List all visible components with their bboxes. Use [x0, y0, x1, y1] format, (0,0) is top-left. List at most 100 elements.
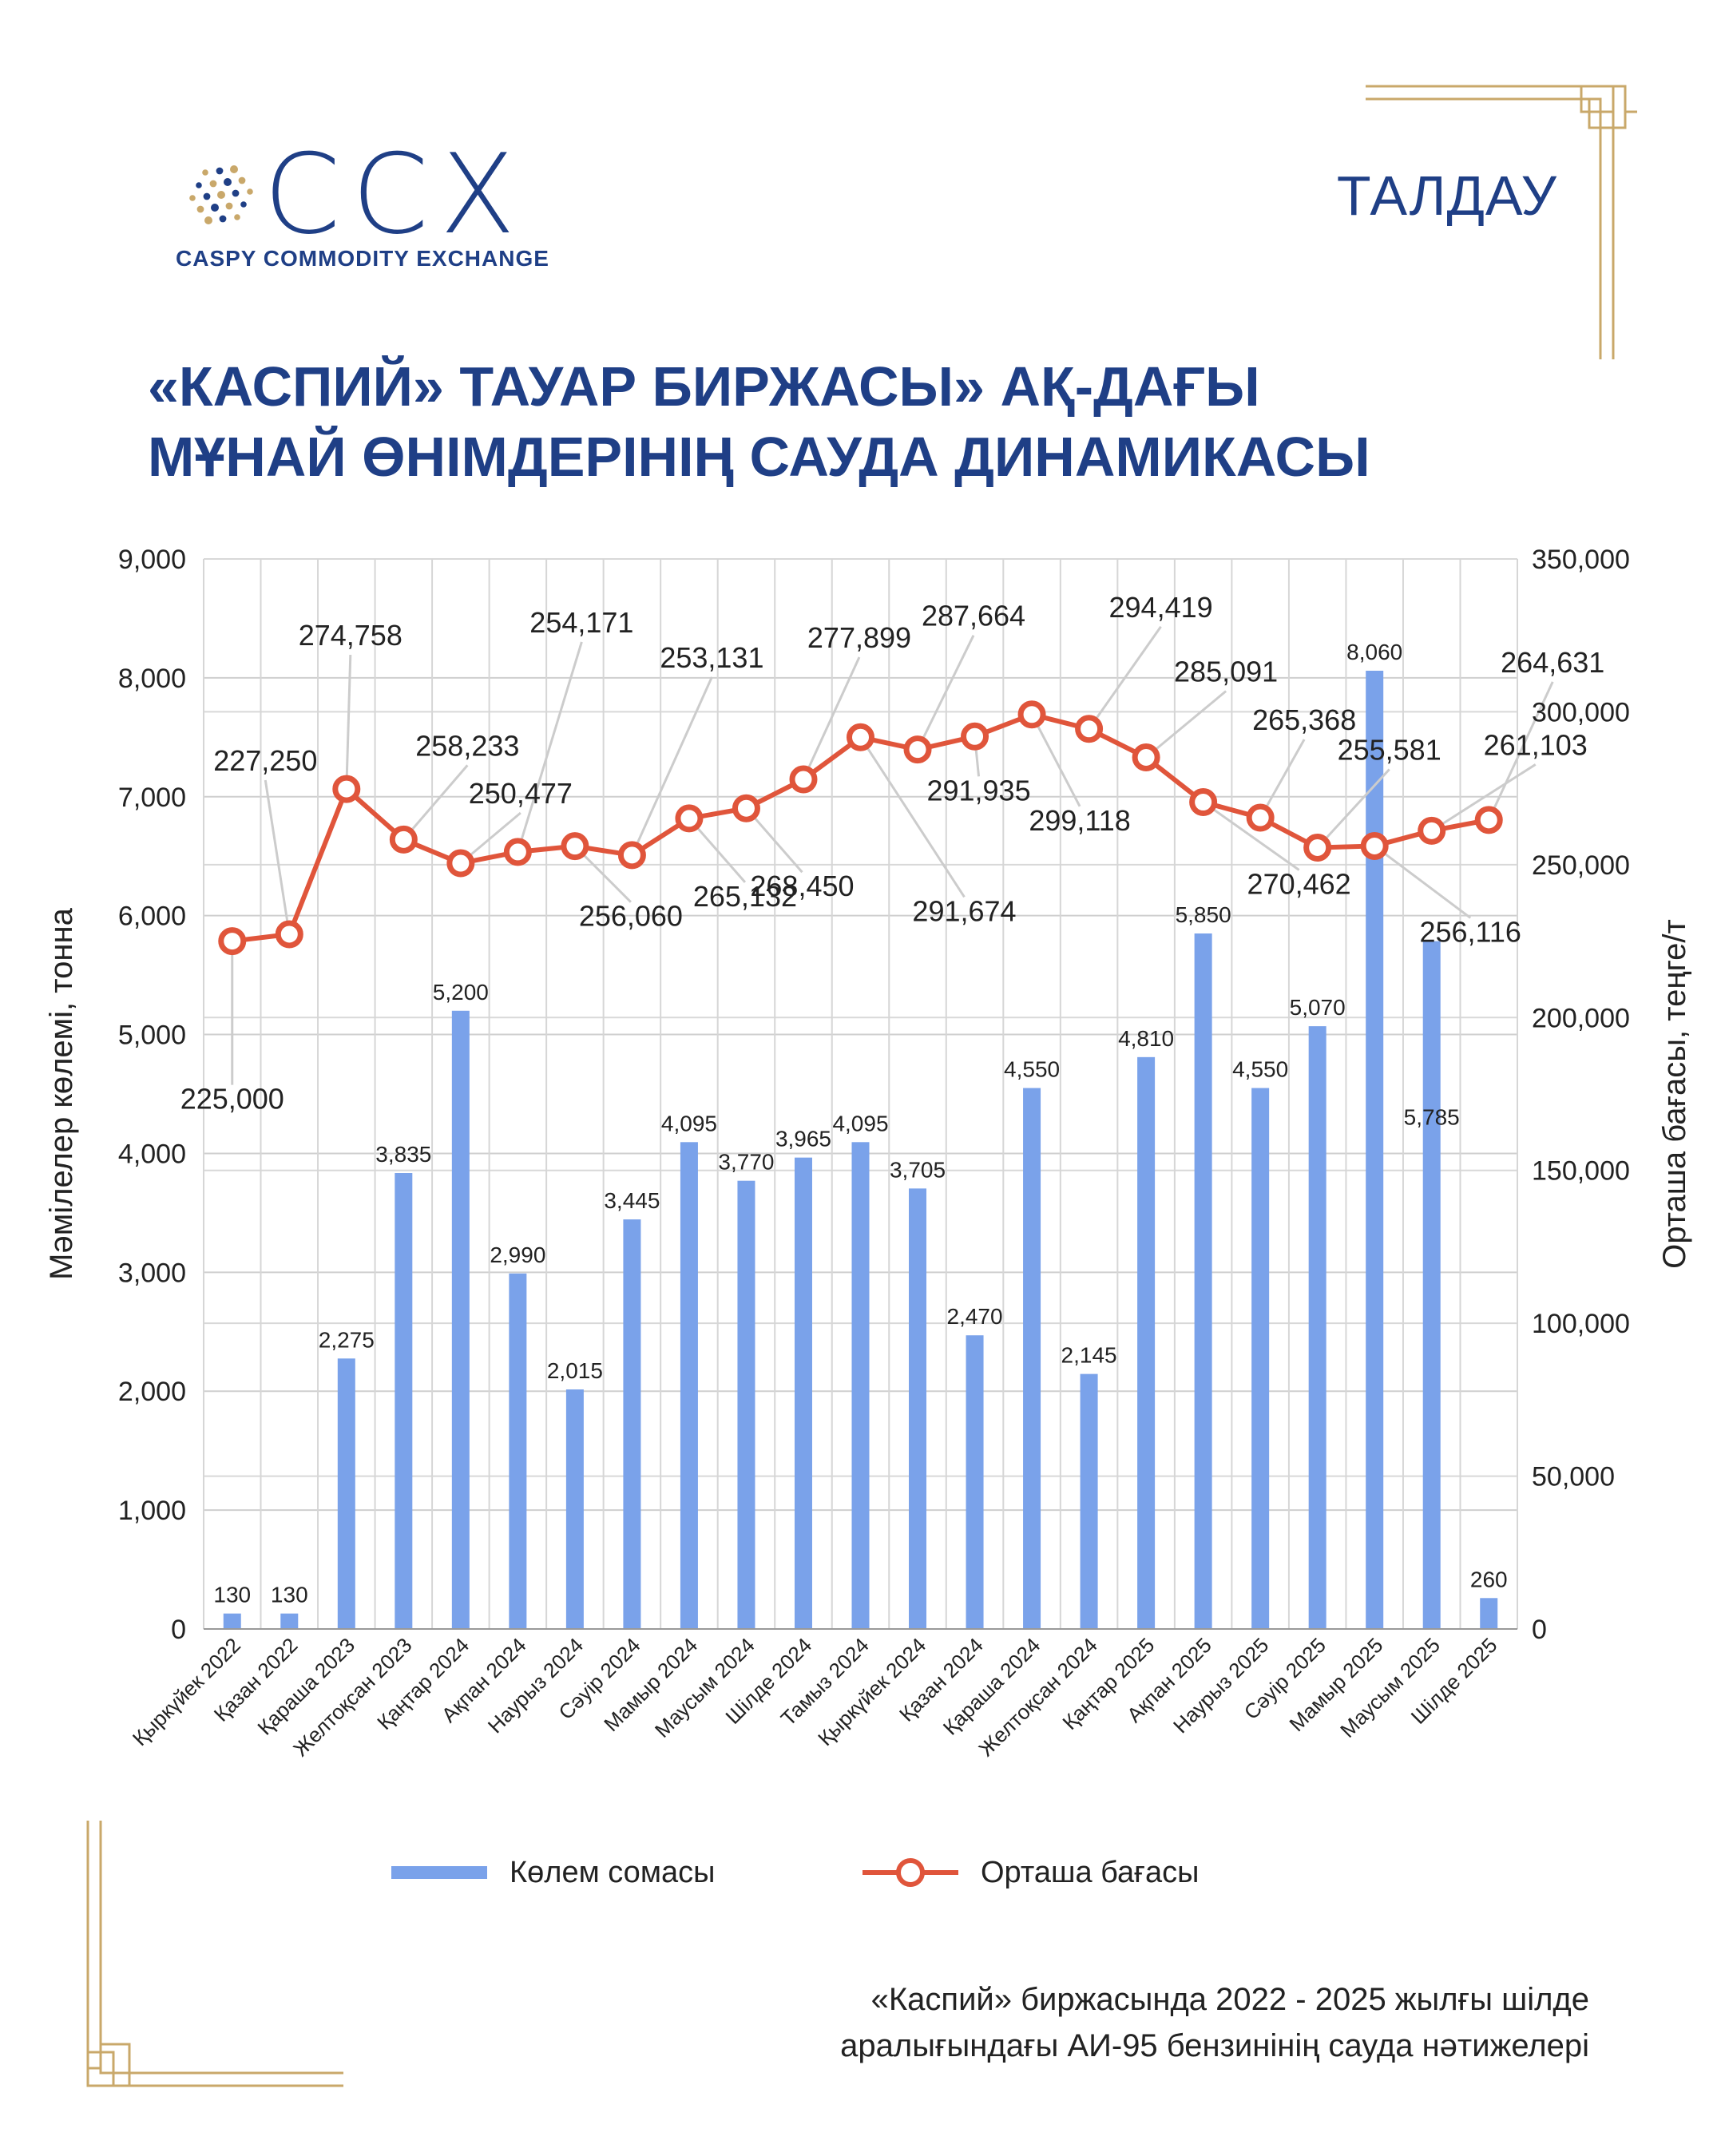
logo-dot: [189, 195, 196, 201]
price-leader: [688, 817, 747, 883]
y-tick-label: 2,000: [118, 1377, 186, 1407]
volume-label: 5,200: [433, 980, 489, 1005]
price-marker: [789, 765, 818, 794]
y-tick-label: 1,000: [118, 1496, 186, 1526]
price-marker: [617, 841, 646, 870]
volume-label: 2,015: [547, 1358, 603, 1383]
price-marker: [1246, 803, 1275, 832]
price-leader: [516, 641, 583, 853]
price-label: 294,419: [1109, 591, 1213, 624]
corner-ornament-bottom-left: [86, 1821, 343, 2087]
price-label: 287,664: [922, 600, 1025, 632]
volume-label: 4,810: [1118, 1026, 1174, 1051]
price-marker: [1189, 788, 1218, 817]
logo-dot: [202, 169, 208, 176]
price-leader: [859, 736, 966, 898]
price-label: 268,450: [750, 870, 854, 902]
price-label: 285,091: [1174, 656, 1278, 688]
volume-label: 3,705: [890, 1157, 946, 1182]
price-label: 265,132: [693, 880, 797, 913]
price-leader: [1145, 690, 1227, 759]
price-leader-lines: [231, 625, 1554, 1085]
y2-tick-label: 0: [1532, 1615, 1547, 1645]
volume-bar: [1137, 1056, 1156, 1629]
price-marker: [675, 804, 704, 833]
volume-label: 3,835: [375, 1142, 431, 1167]
price-leader: [631, 676, 713, 856]
price-label: 299,118: [1029, 804, 1130, 837]
price-marker: [847, 723, 874, 751]
price-marker: [561, 832, 589, 861]
volume-label: 5,785: [1404, 1105, 1460, 1130]
logo-dot: [247, 188, 253, 195]
volume-label: 4,550: [1232, 1057, 1288, 1082]
volume-bar: [395, 1173, 413, 1629]
y-tick-label: 7,000: [118, 783, 186, 813]
y-axis-title: Мәмілелер көлемі, тонна: [44, 907, 79, 1279]
price-marker: [503, 838, 532, 866]
logo-dot: [219, 215, 227, 223]
corner-ornament-top-right: [1366, 85, 1637, 359]
price-marker: [1360, 831, 1389, 860]
y2-tick-label: 250,000: [1532, 850, 1630, 881]
volume-bar: [1023, 1088, 1041, 1629]
volume-bar: [1194, 933, 1212, 1629]
y2-tick-label: 200,000: [1532, 1003, 1630, 1033]
price-leader: [745, 807, 803, 874]
price-marker: [732, 794, 760, 822]
price-leader: [1487, 681, 1554, 821]
volume-bar: [737, 1180, 755, 1629]
footnote: «Каспий» биржасында 2022 - 2025 жылғы ші…: [551, 1976, 1589, 2069]
volume-label: 4,095: [661, 1111, 717, 1135]
volume-bar: [623, 1219, 641, 1629]
y2-tick-label: 150,000: [1532, 1156, 1630, 1187]
volume-bar: [565, 1389, 584, 1629]
price-label: 256,060: [579, 900, 683, 933]
price-marker: [218, 927, 247, 956]
logo-subtitle: CASPY COMMODITY EXCHANGE: [176, 246, 549, 271]
y-tick-label: 8,000: [118, 664, 186, 694]
price-label: 250,477: [469, 777, 573, 810]
y-tick-label: 4,000: [118, 1139, 186, 1169]
logo-mark-icon: [189, 165, 253, 224]
logo-dot: [217, 191, 225, 199]
volume-bar: [451, 1010, 470, 1629]
price-label: 277,899: [807, 621, 911, 654]
volume-label: 4,095: [832, 1111, 888, 1135]
volume-label: 2,470: [947, 1304, 1003, 1329]
footnote-line-1: «Каспий» биржасында 2022 - 2025 жылғы ші…: [870, 1982, 1589, 2017]
price-label: 291,674: [912, 894, 1016, 927]
price-marker: [389, 825, 418, 854]
price-leader: [345, 655, 352, 790]
volume-bar: [1308, 1026, 1326, 1629]
volume-label: 5,070: [1290, 995, 1346, 1020]
price-marker: [903, 735, 932, 764]
x-tick-label: Маусым 2024: [650, 1633, 759, 1742]
price-label: 253,131: [660, 641, 763, 674]
volume-bars: [223, 670, 1498, 1629]
logo-dot: [232, 189, 240, 197]
price-marker: [1075, 715, 1104, 743]
price-leader: [1430, 763, 1537, 832]
price-leader: [402, 764, 469, 841]
logo-dot: [230, 165, 238, 173]
volume-bar: [280, 1613, 299, 1629]
title-line-2: МҰНАЙ ӨНІМДЕРІНІҢ САУДА ДИНАМИКАСЫ: [148, 426, 1370, 488]
combo-chart: 130 130 2,275 3,835 5,200 2,990 2,015 3,445 4,09…: [44, 545, 1692, 1761]
volume-bar: [851, 1142, 870, 1629]
y-tick-label: 3,000: [118, 1258, 186, 1288]
volume-label: 4,550: [1004, 1057, 1060, 1082]
price-label: 258,233: [415, 729, 519, 762]
volume-bar: [509, 1273, 527, 1629]
title-line-1: «КАСПИЙ» ТАУАР БИРЖАСЫ» АҚ-ДАҒЫ: [148, 355, 1260, 418]
logo-dot: [203, 192, 211, 200]
volume-label: 260: [1470, 1567, 1508, 1591]
y-tick-label: 9,000: [118, 545, 186, 575]
logo-dot: [196, 182, 202, 188]
footnote-line-2: аралығындағы АИ-95 бензинінің сауда нәти…: [840, 2028, 1589, 2063]
page-title: «КАСПИЙ» ТАУАР БИРЖАСЫ» АҚ-ДАҒЫ МҰНАЙ ӨН…: [148, 351, 1370, 492]
volume-label: 2,990: [490, 1242, 545, 1267]
volume-bar: [909, 1188, 927, 1629]
price-label: 227,250: [213, 744, 317, 777]
volume-bar: [337, 1358, 355, 1629]
